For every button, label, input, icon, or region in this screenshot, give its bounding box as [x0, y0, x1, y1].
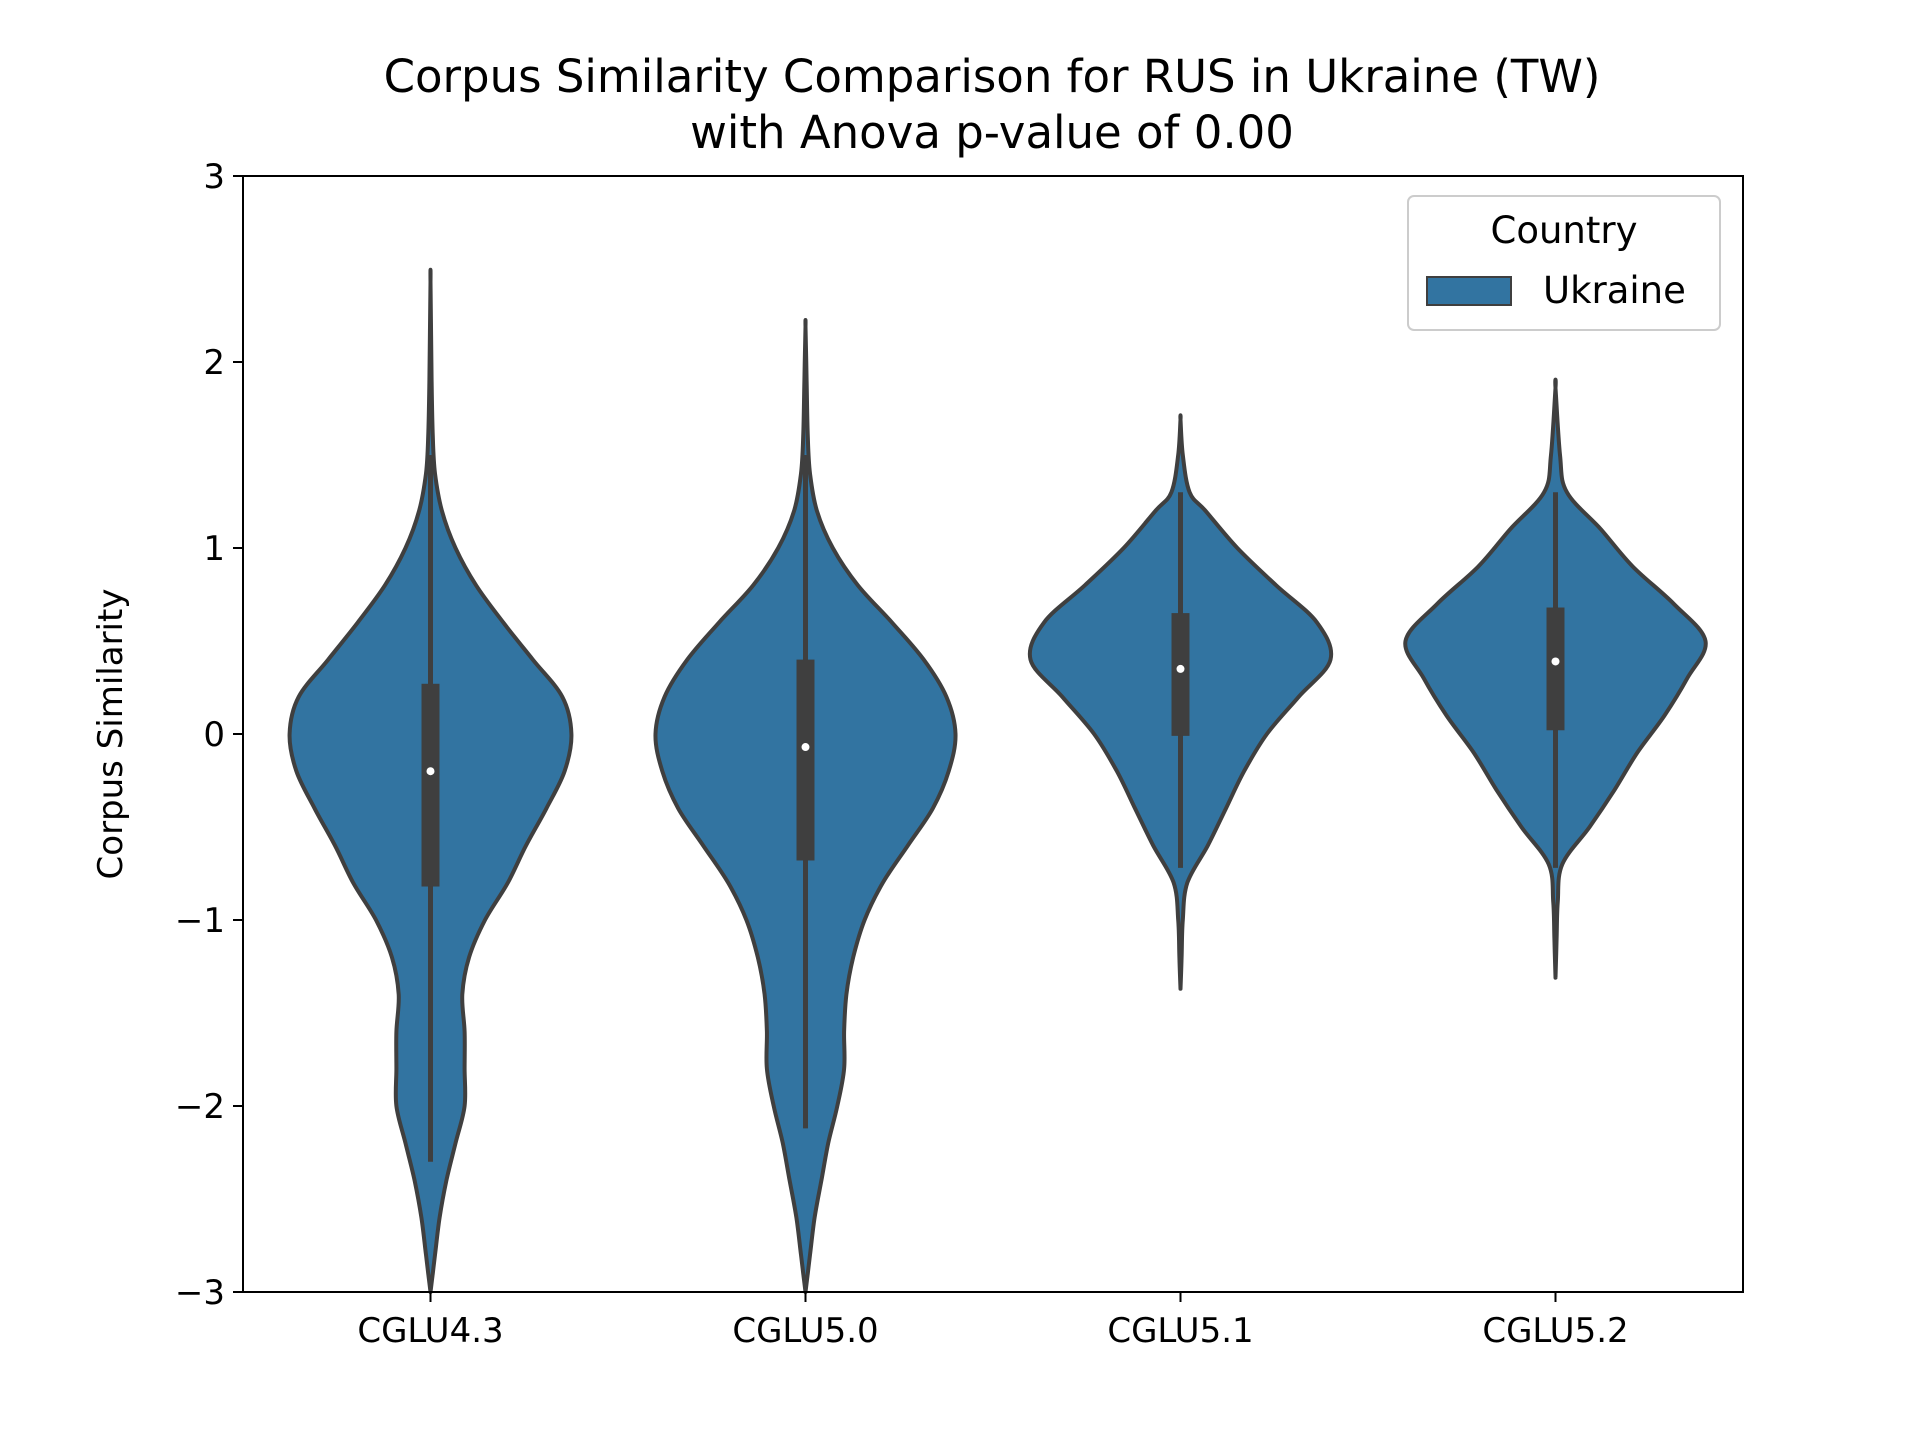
- y-tick-label: 3: [203, 157, 225, 197]
- violin-median-point: [1551, 657, 1560, 666]
- violin-cglu5-2: [1403, 377, 1708, 980]
- chart-title-line-1: Corpus Similarity Comparison for RUS in …: [384, 50, 1601, 103]
- y-tick-label: −2: [175, 1087, 225, 1127]
- violin-median-point: [1176, 664, 1185, 673]
- violin-iqr-box: [1171, 613, 1190, 736]
- y-tick-label: 2: [203, 343, 225, 383]
- legend: Country Ukraine: [1407, 195, 1721, 331]
- legend-entry-label: Ukraine: [1543, 269, 1686, 312]
- y-tick-label: −3: [175, 1273, 225, 1313]
- plot-area: [287, 267, 1708, 1294]
- violin-iqr-box: [421, 683, 440, 887]
- x-tick-label: CGLU5.0: [732, 1311, 878, 1351]
- x-tick-label: CGLU4.3: [357, 1311, 503, 1351]
- y-tick-label: 0: [203, 715, 225, 755]
- violin-median-point: [801, 743, 810, 752]
- y-axis: −3 −2 −1 0 1 2 3: [175, 157, 243, 1313]
- legend-swatch-ukraine: [1426, 276, 1512, 306]
- x-tick-label: CGLU5.2: [1482, 1311, 1628, 1351]
- violin-cglu5-1: [1027, 413, 1334, 991]
- violin-iqr-box: [796, 659, 815, 861]
- violin-median-point: [426, 767, 435, 776]
- violin-cglu5-0: [653, 317, 958, 1294]
- legend-title: Country: [1491, 209, 1638, 252]
- violin-iqr-box: [1546, 607, 1565, 731]
- x-tick-label: CGLU5.1: [1107, 1311, 1253, 1351]
- violin-cglu4-3: [287, 267, 574, 1294]
- y-tick-label: −1: [175, 901, 225, 941]
- y-tick-label: 1: [203, 529, 225, 569]
- x-axis: CGLU4.3 CGLU5.0 CGLU5.1 CGLU5.2: [357, 1292, 1629, 1351]
- y-axis-label: Corpus Similarity: [91, 589, 131, 880]
- chart-title-line-2: with Anova p-value of 0.00: [690, 106, 1294, 159]
